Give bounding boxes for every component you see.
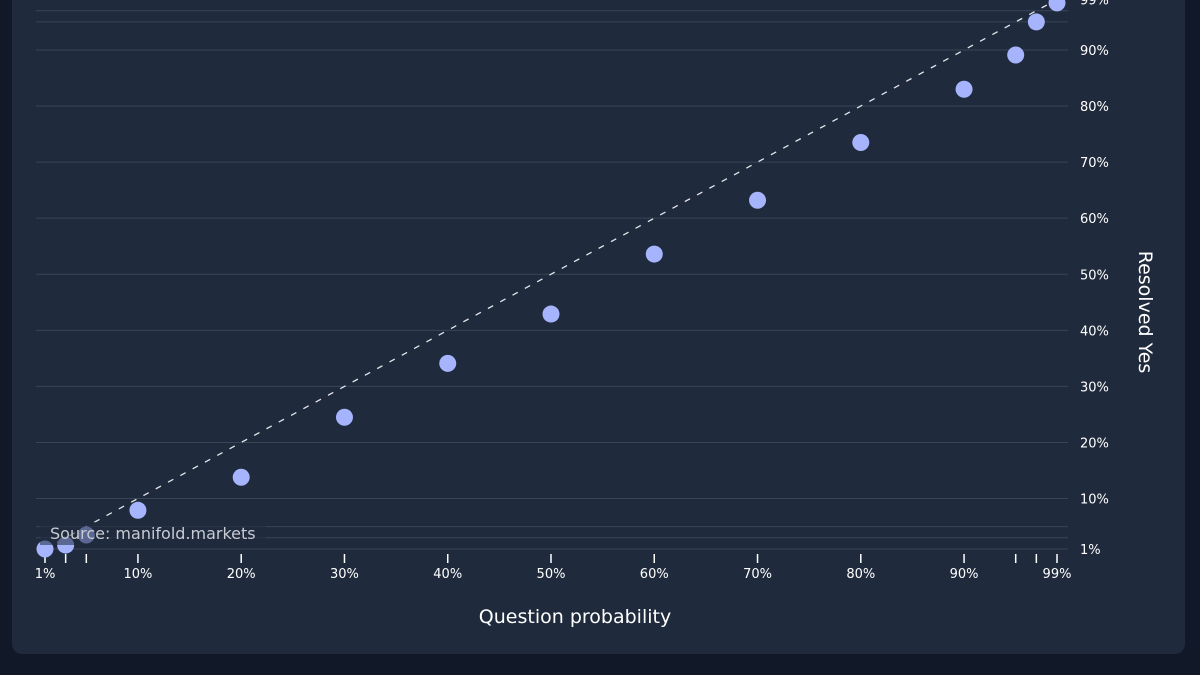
x-tick-label: 50% xyxy=(537,567,566,582)
data-point xyxy=(955,80,973,98)
x-axis-label: Question probability xyxy=(479,606,671,628)
data-point xyxy=(1027,13,1045,31)
x-tick-label: 10% xyxy=(123,567,152,582)
y-tick-label: 1% xyxy=(1080,543,1101,558)
y-tick-label: 90% xyxy=(1080,44,1109,59)
x-tick-label: 40% xyxy=(433,567,462,582)
y-tick-label: 30% xyxy=(1080,380,1109,395)
x-tick-label: 80% xyxy=(846,567,875,582)
data-point xyxy=(542,305,560,323)
y-tick-label: 60% xyxy=(1080,212,1109,227)
y-tick-label: 50% xyxy=(1080,268,1109,283)
data-point xyxy=(232,468,250,486)
data-point xyxy=(749,191,767,209)
y-tick-label: 99% xyxy=(1080,0,1109,9)
y-axis-label: Resolved Yes xyxy=(1134,251,1156,374)
x-tick-label: 99% xyxy=(1043,567,1072,582)
y-tick-label: 80% xyxy=(1080,100,1109,115)
x-tick-label: 1% xyxy=(35,567,56,582)
data-point xyxy=(1048,0,1066,12)
y-tick-label: 20% xyxy=(1080,436,1109,451)
data-point xyxy=(645,245,663,263)
data-point xyxy=(439,354,457,372)
x-tick-label: 70% xyxy=(743,567,772,582)
chart-card xyxy=(12,0,1185,654)
data-point xyxy=(129,501,147,519)
y-tick-label: 70% xyxy=(1080,156,1109,171)
data-point xyxy=(1007,46,1025,64)
x-tick-label: 60% xyxy=(640,567,669,582)
x-tick-label: 30% xyxy=(330,567,359,582)
x-tick-label: 90% xyxy=(950,567,979,582)
source-label: Source: manifold.markets xyxy=(40,522,266,545)
y-tick-label: 40% xyxy=(1080,324,1109,339)
x-tick-label: 20% xyxy=(227,567,256,582)
data-point xyxy=(852,133,870,151)
data-point xyxy=(335,408,353,426)
y-tick-label: 10% xyxy=(1080,493,1109,508)
reference-line xyxy=(44,0,1058,550)
